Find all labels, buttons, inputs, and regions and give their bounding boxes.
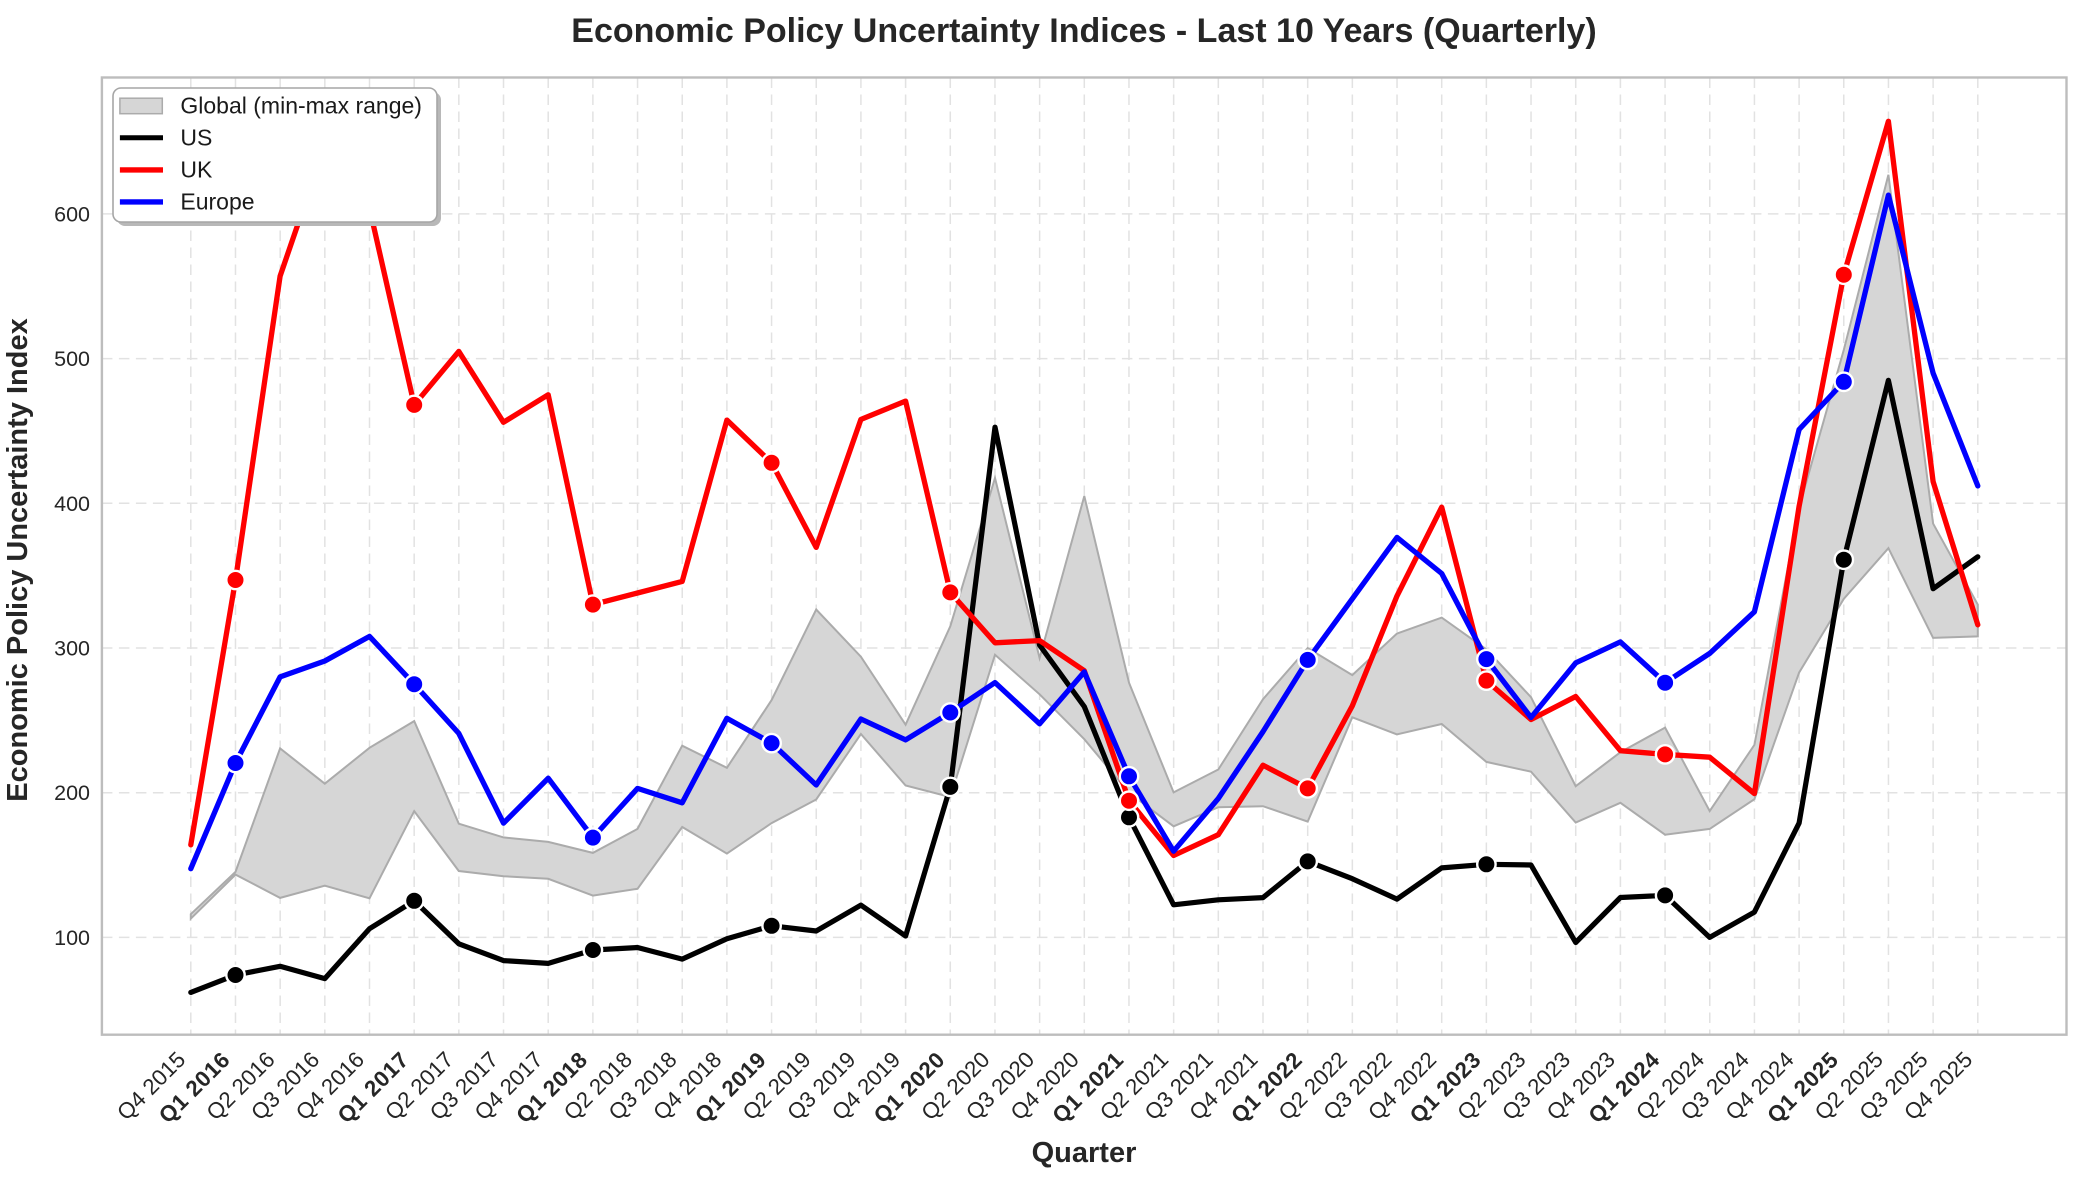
svg-text:500: 500 <box>54 347 90 371</box>
svg-text:Europe: Europe <box>180 188 254 214</box>
svg-text:Economic Policy Uncertainty In: Economic Policy Uncertainty Index <box>2 318 34 801</box>
svg-text:600: 600 <box>54 202 90 226</box>
svg-text:400: 400 <box>54 492 90 516</box>
svg-text:Quarter: Quarter <box>1032 1137 1137 1169</box>
svg-text:UK: UK <box>180 156 213 182</box>
svg-text:300: 300 <box>54 637 90 661</box>
svg-text:100: 100 <box>54 926 90 950</box>
svg-text:Global (min-max range): Global (min-max range) <box>180 93 422 119</box>
svg-text:200: 200 <box>54 781 90 805</box>
svg-text:Economic Policy Uncertainty In: Economic Policy Uncertainty Indices - La… <box>571 12 1596 50</box>
svg-text:US: US <box>180 124 212 150</box>
